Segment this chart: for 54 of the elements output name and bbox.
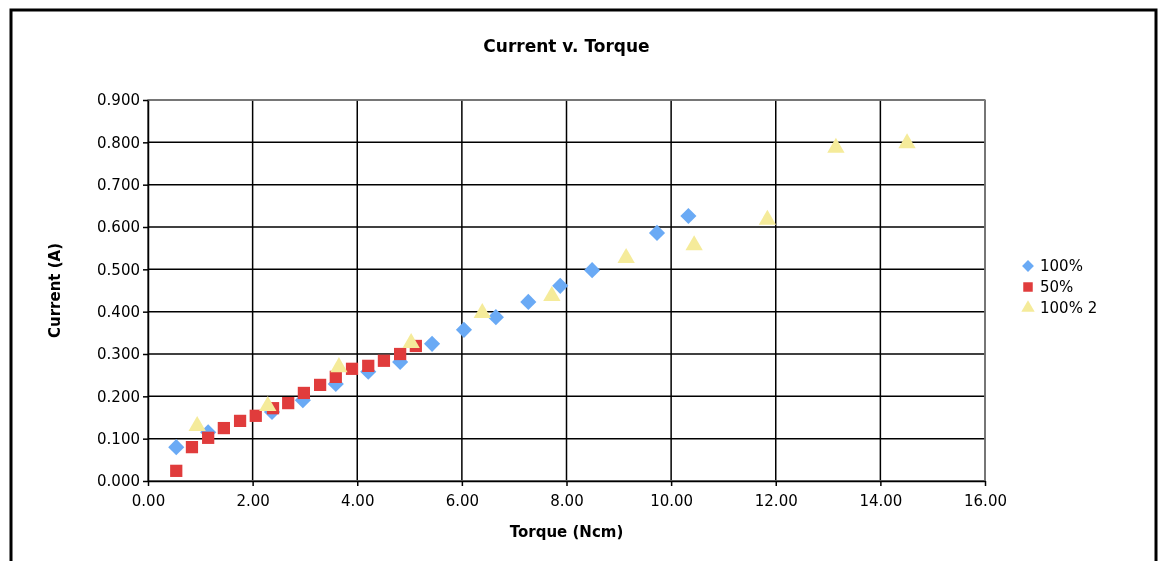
x-tick-label: 2.00: [236, 491, 270, 510]
y-tick-label: 0.700: [97, 175, 140, 194]
point: [297, 386, 311, 400]
point: [330, 357, 348, 373]
point: [313, 378, 327, 392]
x-tick-label: 8.00: [550, 491, 584, 510]
point: [898, 133, 916, 149]
y-tick-label: 0.200: [97, 387, 140, 406]
x-tick-label: 4.00: [341, 491, 375, 510]
y-axis-title: Current (A): [46, 242, 64, 339]
x-tick-label: 10.00: [650, 491, 694, 510]
point: [685, 235, 703, 251]
point: [423, 335, 441, 352]
point: [345, 362, 359, 375]
point: [202, 431, 215, 444]
y-tick-label: 0.100: [97, 429, 140, 448]
y-tick-label: 0.300: [97, 345, 140, 364]
point: [543, 286, 561, 302]
x-axis-title: Torque (Ncm): [509, 523, 624, 541]
point: [648, 224, 666, 241]
y-tick-label: 0.500: [97, 260, 140, 279]
point: [217, 421, 230, 435]
y-tick-label: 0.000: [97, 472, 140, 491]
legend-label: 100%: [1040, 257, 1083, 275]
point: [233, 414, 247, 428]
legend-label: 100% 2: [1040, 299, 1098, 317]
point: [394, 347, 407, 361]
point: [552, 277, 569, 294]
point: [584, 262, 601, 279]
point: [249, 409, 262, 422]
y-tick-label: 0.800: [97, 133, 140, 152]
x-tick-label: 0.00: [131, 491, 166, 510]
point: [168, 439, 185, 456]
point: [455, 321, 473, 338]
x-tick-label: 14.00: [859, 491, 903, 510]
point: [362, 359, 375, 372]
point: [520, 293, 537, 310]
x-tick-label: 6.00: [445, 491, 480, 510]
point: [377, 354, 391, 367]
chart-title: Current v. Torque: [483, 36, 650, 56]
point: [827, 137, 845, 153]
x-tick-label: 16.00: [964, 491, 1007, 510]
point: [617, 247, 635, 263]
y-tick-label: 0.900: [97, 91, 140, 110]
x-tick-label: 12.00: [754, 491, 798, 510]
point: [758, 209, 777, 225]
point: [282, 396, 295, 410]
legend-label: 50%: [1040, 278, 1074, 296]
point: [185, 441, 199, 454]
point: [680, 207, 697, 225]
point: [170, 464, 183, 477]
y-tick-label: 0.400: [97, 302, 140, 321]
y-tick-label: 0.600: [97, 218, 140, 237]
point: [487, 309, 504, 326]
